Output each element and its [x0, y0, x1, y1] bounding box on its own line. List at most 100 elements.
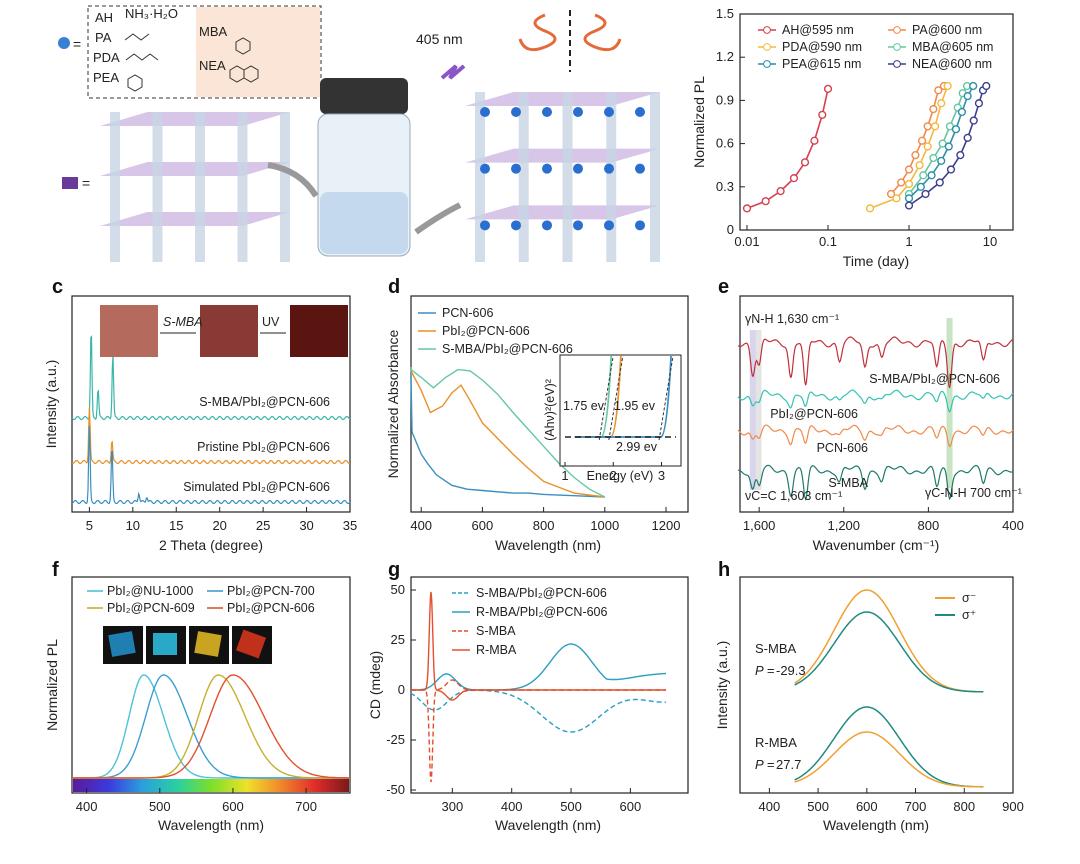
- legend-label-f: PbI₂@PCN-609: [107, 601, 195, 615]
- inset-x-tick-label: 1: [561, 468, 568, 483]
- panel-label-c: c: [52, 276, 63, 298]
- x-tick-label-e: 1,600: [743, 518, 776, 533]
- cation-sphere: [573, 163, 583, 174]
- x-tick-label-h: 400: [759, 799, 781, 814]
- series-line-d: [410, 367, 606, 498]
- inset-x-tick-label: 3: [658, 468, 665, 483]
- y-tick-label-b: 0.6: [716, 136, 734, 151]
- inset-label-uv: UV: [262, 315, 280, 329]
- series-line-e: [737, 336, 1014, 389]
- x-tick-label-h: 800: [953, 799, 975, 814]
- plot-frame-b: [739, 13, 1014, 231]
- data-point-b: [919, 171, 928, 180]
- legend-marker-b: [893, 26, 901, 34]
- series-line-c: [71, 425, 351, 505]
- molecule-label-pa: PA: [95, 30, 112, 45]
- annotation-cnh: γC-N-H 700 cm⁻¹: [925, 486, 1022, 500]
- y-tick-label-g: 25: [391, 632, 405, 647]
- arrow-out-vial: [414, 202, 462, 235]
- y-tick-label-b: 0.9: [716, 92, 734, 107]
- legend-label-d: S-MBA/PbI₂@PCN-606: [442, 342, 573, 356]
- data-point-b: [946, 165, 956, 174]
- annotation-nh: γN-H 1,630 cm⁻¹: [745, 312, 839, 326]
- spectrum-strip: [73, 779, 349, 792]
- series-line-h: [794, 611, 984, 693]
- series-label-c: Simulated PbI₂@PCN-606: [183, 480, 330, 494]
- framework-right: [465, 92, 660, 262]
- data-point-b: [742, 204, 752, 213]
- data-point-b: [956, 151, 965, 160]
- inset-fit-line: [658, 355, 674, 441]
- annotation-p-value-h: -29.3: [776, 663, 806, 678]
- nh3-formula: NH₃·H₂O: [125, 6, 178, 21]
- highlight-band-cc: [755, 330, 762, 490]
- series-label-c: Pristine PbI₂@PCN-606: [197, 440, 330, 454]
- plot-frame-c: [71, 295, 351, 513]
- inset-photo-c: [100, 305, 158, 357]
- cation-sphere: [542, 107, 552, 117]
- x-tick-label-d: 600: [472, 518, 494, 533]
- x-axis-label-e: Wavenumber (cm⁻¹): [813, 537, 940, 553]
- series-line-b: [746, 88, 829, 210]
- data-point-b: [963, 133, 972, 142]
- data-point-b: [974, 99, 984, 108]
- legend-label-b: NEA@600 nm: [912, 57, 992, 71]
- pda-structure: [125, 53, 159, 61]
- data-point-b: [923, 142, 932, 151]
- equals-label: =: [73, 36, 81, 52]
- data-point-b: [934, 86, 943, 95]
- series-line-h: [794, 706, 984, 788]
- series-line-e: [737, 389, 1014, 413]
- series-line-f: [72, 674, 350, 779]
- plot-frame-e: [739, 295, 1014, 513]
- inset-fit-line: [598, 355, 614, 441]
- series-line-h: [794, 731, 984, 788]
- annotation-p-label-h: P =: [755, 757, 775, 772]
- data-point-b: [917, 136, 927, 145]
- data-point-b: [904, 194, 914, 203]
- data-point-b: [951, 125, 961, 134]
- data-point-b: [886, 189, 896, 199]
- x-tick-label-h: 600: [856, 799, 878, 814]
- cation-sphere: [573, 220, 583, 231]
- data-point-b: [911, 151, 920, 160]
- x-axis-label-d: Wavelength (nm): [495, 537, 601, 553]
- x-tick-label-e: 1,200: [827, 518, 860, 533]
- data-point-b: [969, 116, 978, 125]
- x-tick-label-e: 400: [1002, 518, 1024, 533]
- series-line-d: [410, 368, 605, 498]
- series-line-c: [71, 335, 351, 421]
- arrow-into-vial: [267, 162, 319, 198]
- pbi2-block-icon: [62, 177, 78, 189]
- annotation-cc: νC=C 1,603 cm⁻¹: [745, 489, 842, 503]
- legend-label-f: PbI₂@PCN-606: [227, 601, 315, 615]
- data-point-b: [969, 81, 978, 91]
- inset-annotation: 2.99 ev: [616, 440, 658, 454]
- framework-left: [100, 112, 290, 262]
- series-label-e: PCN-606: [817, 441, 868, 455]
- data-point-b: [935, 178, 944, 187]
- legend-marker-b: [763, 26, 771, 34]
- molecule-label-nea: NEA: [199, 58, 226, 73]
- series-label-e: PbI₂@PCN-606: [770, 407, 858, 421]
- series-line-b: [908, 85, 987, 207]
- legend-label-g: R-MBA: [476, 643, 517, 657]
- x-tick-label-d: 1000: [590, 518, 619, 533]
- plot-frame-h: [739, 576, 1014, 794]
- inset-photo-c: [290, 305, 348, 357]
- y-tick-label-g: 0: [398, 682, 405, 697]
- x-tick-label-h: 700: [905, 799, 927, 814]
- framework-pillar: [606, 92, 617, 262]
- series-line-g: [411, 679, 666, 783]
- x-tick-label-b: 0.1: [819, 234, 837, 249]
- series-label-e: S-MBA: [828, 476, 868, 490]
- x-tick-label-c: 15: [169, 518, 183, 533]
- plot-frame-g: [410, 576, 689, 794]
- framework-pillar: [237, 112, 248, 262]
- cation-sphere: [573, 107, 583, 117]
- annotation-label-h: S-MBA: [755, 641, 797, 656]
- x-tick-label-e: 800: [918, 518, 940, 533]
- legend-label-d: PbI₂@PCN-606: [442, 324, 530, 338]
- y-tick-label-g: 50: [391, 582, 405, 597]
- x-tick-label-c: 20: [212, 518, 226, 533]
